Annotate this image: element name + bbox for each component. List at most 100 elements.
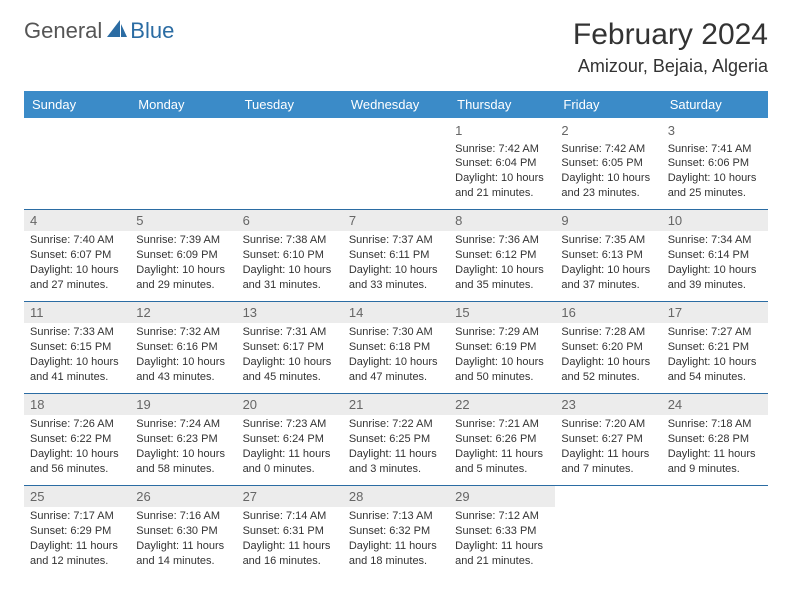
sunrise-line: Sunrise: 7:34 AM [668,233,762,248]
day-number: 20 [237,394,343,416]
title-block: February 2024 Amizour, Bejaia, Algeria [573,18,768,77]
calendar-header-cell: Thursday [449,91,555,118]
daylight-line: Daylight: 11 hours and 12 minutes. [30,539,124,569]
calendar-day-cell: 5Sunrise: 7:39 AMSunset: 6:09 PMDaylight… [130,210,236,301]
header: General Blue February 2024 Amizour, Beja… [24,18,768,77]
calendar-week-row: 25Sunrise: 7:17 AMSunset: 6:29 PMDayligh… [24,486,768,577]
calendar-day-cell: 29Sunrise: 7:12 AMSunset: 6:33 PMDayligh… [449,486,555,577]
sunset-line: Sunset: 6:32 PM [349,524,443,539]
daylight-line: Daylight: 10 hours and 58 minutes. [136,447,230,477]
page-title: February 2024 [573,18,768,52]
daylight-line: Daylight: 11 hours and 16 minutes. [243,539,337,569]
day-number: 6 [237,210,343,232]
sunrise-line: Sunrise: 7:42 AM [561,142,655,157]
sunrise-line: Sunrise: 7:33 AM [30,325,124,340]
day-number: 25 [24,486,130,508]
sunset-line: Sunset: 6:18 PM [349,340,443,355]
calendar-week-row: 1Sunrise: 7:42 AMSunset: 6:04 PMDaylight… [24,118,768,209]
day-number: 21 [343,394,449,416]
calendar-day-cell: 2Sunrise: 7:42 AMSunset: 6:05 PMDaylight… [555,118,661,209]
sunset-line: Sunset: 6:06 PM [668,156,762,171]
daylight-line: Daylight: 10 hours and 39 minutes. [668,263,762,293]
sunrise-line: Sunrise: 7:14 AM [243,509,337,524]
sunrise-line: Sunrise: 7:29 AM [455,325,549,340]
calendar-day-cell: 1Sunrise: 7:42 AMSunset: 6:04 PMDaylight… [449,118,555,209]
sail-icon [106,19,128,44]
day-number: 9 [555,210,661,232]
calendar-day-cell: 13Sunrise: 7:31 AMSunset: 6:17 PMDayligh… [237,302,343,393]
calendar-day-cell: 8Sunrise: 7:36 AMSunset: 6:12 PMDaylight… [449,210,555,301]
sunrise-line: Sunrise: 7:28 AM [561,325,655,340]
daylight-line: Daylight: 10 hours and 29 minutes. [136,263,230,293]
sunset-line: Sunset: 6:13 PM [561,248,655,263]
daylight-line: Daylight: 10 hours and 31 minutes. [243,263,337,293]
calendar-day-cell: 12Sunrise: 7:32 AMSunset: 6:16 PMDayligh… [130,302,236,393]
sunrise-line: Sunrise: 7:40 AM [30,233,124,248]
daylight-line: Daylight: 11 hours and 18 minutes. [349,539,443,569]
calendar-week-row: 18Sunrise: 7:26 AMSunset: 6:22 PMDayligh… [24,394,768,485]
calendar-day-cell: 23Sunrise: 7:20 AMSunset: 6:27 PMDayligh… [555,394,661,485]
location-label: Amizour, Bejaia, Algeria [573,56,768,77]
day-number: 18 [24,394,130,416]
sunset-line: Sunset: 6:20 PM [561,340,655,355]
sunset-line: Sunset: 6:16 PM [136,340,230,355]
logo-text-general: General [24,18,102,44]
calendar-day-cell: 20Sunrise: 7:23 AMSunset: 6:24 PMDayligh… [237,394,343,485]
calendar-day-cell: 21Sunrise: 7:22 AMSunset: 6:25 PMDayligh… [343,394,449,485]
daylight-line: Daylight: 10 hours and 56 minutes. [30,447,124,477]
sunrise-line: Sunrise: 7:21 AM [455,417,549,432]
calendar-day-cell [555,486,661,577]
day-number: 26 [130,486,236,508]
day-number: 11 [24,302,130,324]
calendar-day-cell: 22Sunrise: 7:21 AMSunset: 6:26 PMDayligh… [449,394,555,485]
calendar-day-cell: 26Sunrise: 7:16 AMSunset: 6:30 PMDayligh… [130,486,236,577]
sunrise-line: Sunrise: 7:31 AM [243,325,337,340]
day-number: 8 [449,210,555,232]
sunset-line: Sunset: 6:04 PM [455,156,549,171]
logo: General Blue [24,18,174,44]
daylight-line: Daylight: 11 hours and 3 minutes. [349,447,443,477]
day-number: 1 [455,122,549,140]
calendar-day-cell: 18Sunrise: 7:26 AMSunset: 6:22 PMDayligh… [24,394,130,485]
calendar-table: SundayMondayTuesdayWednesdayThursdayFrid… [24,91,768,577]
day-number: 27 [237,486,343,508]
day-number: 14 [343,302,449,324]
sunrise-line: Sunrise: 7:32 AM [136,325,230,340]
sunset-line: Sunset: 6:11 PM [349,248,443,263]
daylight-line: Daylight: 11 hours and 9 minutes. [668,447,762,477]
day-number: 5 [130,210,236,232]
day-number: 15 [449,302,555,324]
sunrise-line: Sunrise: 7:17 AM [30,509,124,524]
day-number: 24 [662,394,768,416]
sunrise-line: Sunrise: 7:23 AM [243,417,337,432]
calendar-day-cell [343,118,449,209]
calendar-day-cell: 4Sunrise: 7:40 AMSunset: 6:07 PMDaylight… [24,210,130,301]
daylight-line: Daylight: 10 hours and 47 minutes. [349,355,443,385]
day-number: 4 [24,210,130,232]
sunset-line: Sunset: 6:29 PM [30,524,124,539]
calendar-day-cell: 24Sunrise: 7:18 AMSunset: 6:28 PMDayligh… [662,394,768,485]
calendar-day-cell: 28Sunrise: 7:13 AMSunset: 6:32 PMDayligh… [343,486,449,577]
sunrise-line: Sunrise: 7:42 AM [455,142,549,157]
calendar-day-cell: 3Sunrise: 7:41 AMSunset: 6:06 PMDaylight… [662,118,768,209]
sunset-line: Sunset: 6:05 PM [561,156,655,171]
sunrise-line: Sunrise: 7:38 AM [243,233,337,248]
daylight-line: Daylight: 10 hours and 50 minutes. [455,355,549,385]
calendar-header-cell: Friday [555,91,661,118]
sunrise-line: Sunrise: 7:22 AM [349,417,443,432]
day-number: 29 [449,486,555,508]
day-number: 23 [555,394,661,416]
day-number: 16 [555,302,661,324]
daylight-line: Daylight: 10 hours and 52 minutes. [561,355,655,385]
sunset-line: Sunset: 6:33 PM [455,524,549,539]
sunset-line: Sunset: 6:21 PM [668,340,762,355]
sunset-line: Sunset: 6:31 PM [243,524,337,539]
daylight-line: Daylight: 11 hours and 14 minutes. [136,539,230,569]
calendar-header-cell: Sunday [24,91,130,118]
sunset-line: Sunset: 6:09 PM [136,248,230,263]
calendar-header-row: SundayMondayTuesdayWednesdayThursdayFrid… [24,91,768,118]
day-number: 10 [662,210,768,232]
calendar-day-cell: 7Sunrise: 7:37 AMSunset: 6:11 PMDaylight… [343,210,449,301]
sunrise-line: Sunrise: 7:24 AM [136,417,230,432]
daylight-line: Daylight: 10 hours and 23 minutes. [561,171,655,201]
